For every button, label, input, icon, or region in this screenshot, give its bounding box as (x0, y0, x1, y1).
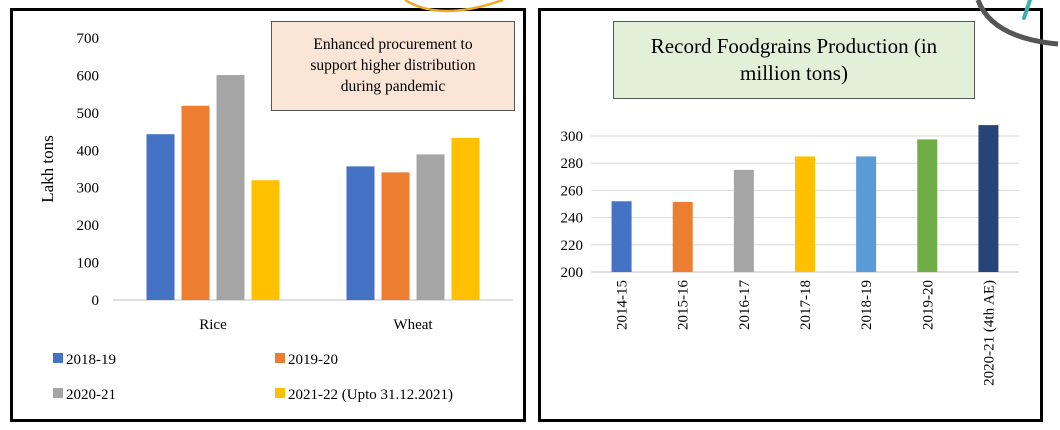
x-category-label: 2018-19 (859, 280, 875, 330)
y-tick-label: 280 (561, 156, 584, 172)
bar (451, 137, 480, 300)
x-category-label: Rice (199, 317, 227, 333)
x-category-label: 2016-17 (737, 280, 753, 330)
production-title-box: Record Foodgrains Production (in million… (613, 21, 975, 99)
y-tick-label: 600 (77, 68, 100, 84)
legend-swatch (275, 353, 285, 363)
y-tick-label: 200 (561, 265, 584, 281)
y-tick-label: 500 (77, 106, 100, 122)
production-title-line: million tons) (740, 61, 848, 85)
bar (381, 172, 410, 300)
bar (672, 201, 693, 272)
y-tick-label: 700 (77, 31, 100, 47)
y-tick-label: 200 (77, 218, 100, 234)
bar (917, 139, 938, 272)
dark-decorative-arc (975, 0, 1059, 47)
bar (978, 125, 999, 273)
x-category-label: 2019-20 (920, 280, 936, 330)
y-tick-label: 220 (561, 238, 584, 254)
y-tick-label: 300 (561, 129, 584, 145)
procurement-chart: 0 100 200 300 400 500 600 700 Lakh tons Rice Wheat… (38, 31, 513, 403)
bar (795, 156, 815, 272)
bar (216, 75, 245, 300)
y-tick-label: 240 (561, 211, 584, 227)
legend-label: 2021-22 (Upto 31.12.2021) (288, 387, 453, 403)
y-tick-label: 400 (77, 143, 100, 159)
x-category-label: 2014-15 (615, 280, 631, 330)
procurement-note-line: support higher distribution (310, 57, 476, 74)
x-category-label: 2020-21 (4th AE) (981, 280, 997, 386)
bar (146, 134, 175, 300)
legend-label: 2020-21 (66, 387, 116, 403)
production-title-line: Record Foodgrains Production (in (650, 34, 938, 58)
y-tick-label: 300 (77, 181, 100, 197)
bar (346, 166, 375, 300)
procurement-note-line: Enhanced procurement to (313, 36, 473, 53)
y-tick-label: 0 (92, 293, 100, 309)
bar (251, 180, 280, 300)
legend-label: 2018-19 (66, 352, 116, 368)
bar (611, 201, 632, 272)
orange-decorative-arc (404, 0, 504, 13)
procurement-note-line: during pandemic (340, 78, 446, 95)
legend-swatch (275, 388, 285, 398)
bar (416, 154, 445, 300)
x-category-label: Wheat (393, 317, 433, 333)
bar (733, 169, 754, 272)
bar (856, 156, 877, 272)
y-axis-title: Lakh tons (38, 135, 57, 203)
legend-label: 2019-20 (288, 352, 338, 368)
x-category-label: 2015-16 (676, 280, 692, 330)
procurement-chart-panel: 0 100 200 300 400 500 600 700 Lakh tons Rice Wheat… (10, 8, 526, 422)
bar (181, 105, 210, 300)
y-tick-label: 100 (77, 256, 100, 272)
x-category-label: 2017-18 (798, 280, 814, 330)
legend-swatch (53, 353, 63, 363)
procurement-note-box: Enhanced procurement to support higher d… (271, 21, 515, 111)
y-tick-label: 260 (561, 183, 584, 199)
production-chart-panel: 200 220 240 260 280 300 2014-15 2015-16 2016-17 2… (538, 8, 1043, 422)
production-chart: 200 220 240 260 280 300 2014-15 2015-16 2016-17 2… (561, 125, 1019, 386)
legend-swatch (53, 388, 63, 398)
